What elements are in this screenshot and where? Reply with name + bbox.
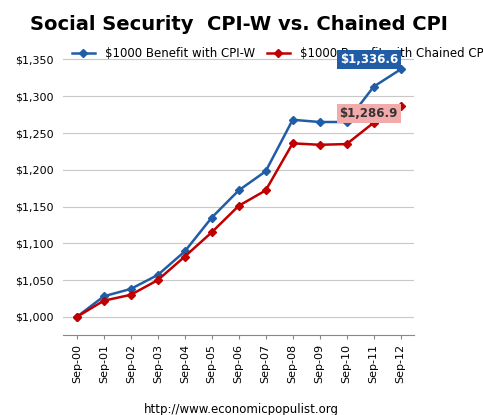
$1000 Benefit with Chained CPI [236, 203, 242, 208]
$1000 Benefit with CPI-W [101, 294, 107, 299]
$1000 Benefit with CPI-W [74, 315, 80, 320]
Title: Social Security  CPI-W vs. Chained CPI: Social Security CPI-W vs. Chained CPI [30, 15, 448, 34]
$1000 Benefit with Chained CPI [155, 278, 161, 283]
$1000 Benefit with CPI-W [128, 286, 134, 291]
Line: $1000 Benefit with CPI-W: $1000 Benefit with CPI-W [74, 66, 404, 320]
$1000 Benefit with CPI-W [182, 249, 188, 254]
$1000 Benefit with Chained CPI [317, 142, 323, 147]
$1000 Benefit with Chained CPI [101, 298, 107, 303]
Text: http://www.economicpopulist.org: http://www.economicpopulist.org [144, 403, 339, 415]
$1000 Benefit with Chained CPI [398, 103, 403, 108]
$1000 Benefit with Chained CPI [371, 120, 377, 125]
Text: $1,286.9: $1,286.9 [340, 107, 398, 120]
$1000 Benefit with Chained CPI [209, 230, 214, 235]
$1000 Benefit with Chained CPI [74, 315, 80, 320]
$1000 Benefit with CPI-W [209, 215, 214, 220]
$1000 Benefit with CPI-W [290, 117, 296, 122]
$1000 Benefit with CPI-W [236, 188, 242, 193]
$1000 Benefit with CPI-W [317, 120, 323, 124]
$1000 Benefit with CPI-W [344, 120, 350, 124]
$1000 Benefit with CPI-W [398, 67, 403, 72]
Line: $1000 Benefit with Chained CPI: $1000 Benefit with Chained CPI [74, 103, 404, 320]
$1000 Benefit with Chained CPI [263, 188, 269, 193]
Text: $1,336.6: $1,336.6 [340, 53, 398, 66]
$1000 Benefit with Chained CPI [128, 292, 134, 297]
$1000 Benefit with CPI-W [155, 273, 161, 278]
$1000 Benefit with Chained CPI [290, 141, 296, 146]
Legend: $1000 Benefit with CPI-W, $1000 Benefit with Chained CPI: $1000 Benefit with CPI-W, $1000 Benefit … [67, 43, 483, 65]
$1000 Benefit with Chained CPI [344, 142, 350, 146]
$1000 Benefit with CPI-W [263, 169, 269, 174]
$1000 Benefit with CPI-W [371, 84, 377, 89]
$1000 Benefit with Chained CPI [182, 254, 188, 259]
